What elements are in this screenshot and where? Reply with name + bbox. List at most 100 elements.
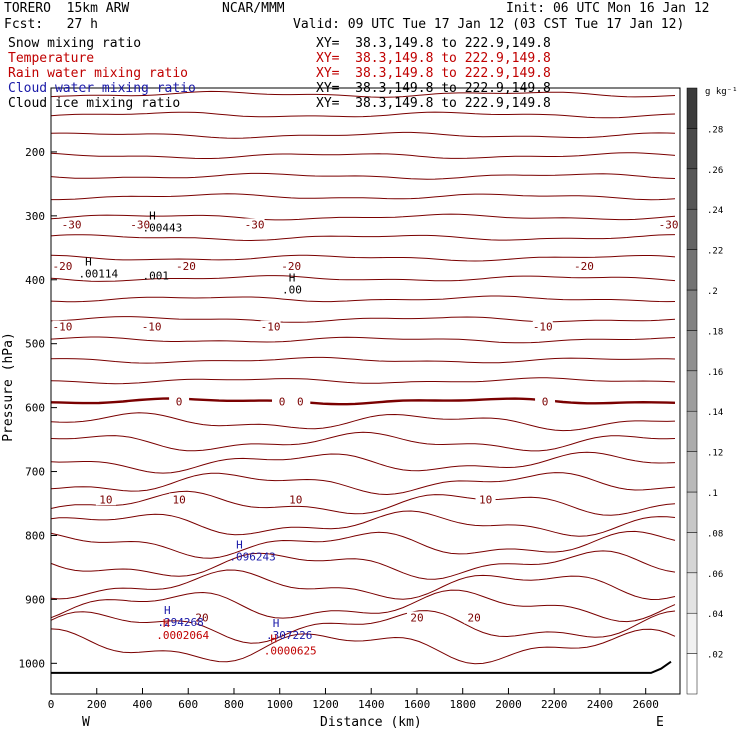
terrain-line bbox=[51, 660, 672, 674]
colorbar-tick-label: .26 bbox=[707, 166, 723, 176]
contour-label: 0 bbox=[297, 396, 304, 409]
field-xy: XY= 38.3,149.8 to 222.9,149.8 bbox=[316, 51, 551, 66]
west-end-label: W bbox=[82, 715, 90, 730]
contour-label: 20 bbox=[468, 612, 481, 625]
colorbar-tick-label: .14 bbox=[707, 408, 723, 418]
extremum-value: .0002064 bbox=[156, 629, 209, 642]
contour-label-background bbox=[406, 611, 427, 624]
colorbar: .02 .04 .06 .08 .1 .12 .14 .16 .18 .2 .22 .24 .26 .28 bbox=[686, 87, 723, 695]
temperature-contour-line bbox=[50, 490, 676, 516]
temperature-contour-line bbox=[50, 275, 676, 282]
colorbar-tick-label: .28 bbox=[707, 125, 723, 135]
field-name: Cloud water mixing ratio bbox=[8, 81, 196, 96]
y-tick-label: 200 bbox=[25, 146, 45, 159]
contour-label-background bbox=[532, 320, 553, 333]
contour-label: -30 bbox=[245, 218, 265, 231]
colorbar-segment bbox=[686, 532, 698, 574]
extremum-marker: H bbox=[164, 604, 171, 617]
field-name: Snow mixing ratio bbox=[8, 36, 142, 51]
y-tick-label: 400 bbox=[25, 274, 45, 287]
temperature-contour-line bbox=[50, 336, 676, 344]
contour-label: -10 bbox=[52, 321, 72, 334]
colorbar-tick-label: .1 bbox=[707, 489, 718, 499]
contour-label-background bbox=[260, 320, 281, 333]
contour-label-background bbox=[573, 259, 594, 272]
colorbar-segment bbox=[686, 249, 698, 291]
temperature-contour-line bbox=[50, 316, 676, 323]
y-tick-label: 800 bbox=[25, 529, 45, 542]
contour-label: 10 bbox=[99, 493, 112, 506]
extremum-value: .00 bbox=[282, 283, 302, 296]
extremum-marker: H bbox=[236, 539, 243, 552]
temperature-contour-line bbox=[50, 254, 676, 262]
field-xy: XY= 38.3,149.8 to 222.9,149.8 bbox=[316, 81, 551, 96]
colorbar-tick-label: .18 bbox=[707, 327, 723, 337]
x-tick-label: 1200 bbox=[312, 698, 339, 711]
contour-label-background bbox=[535, 395, 556, 408]
x-tick-label: 2000 bbox=[495, 698, 522, 711]
contour-label-background bbox=[52, 320, 73, 333]
contour-label-background bbox=[272, 395, 293, 408]
temperature-contour-line bbox=[50, 530, 676, 559]
y-tick-label: 1000 bbox=[19, 657, 46, 670]
contour-label: 10 bbox=[172, 493, 185, 506]
temperature-contour-line bbox=[50, 213, 676, 221]
extremum-value: .00114 bbox=[78, 267, 118, 280]
contour-label: -10 bbox=[261, 321, 281, 334]
y-tick-label: 700 bbox=[25, 466, 45, 479]
y-tick-label: 600 bbox=[25, 402, 45, 415]
contour-label: 20 bbox=[410, 612, 423, 625]
temperature-contour-line bbox=[50, 152, 676, 159]
contour-label-background bbox=[130, 218, 151, 231]
temperature-contour-line bbox=[50, 569, 676, 601]
temperature-contour-line bbox=[50, 431, 676, 452]
contour-label-background bbox=[290, 395, 311, 408]
colorbar-segment bbox=[686, 208, 698, 250]
x-tick-label: 2600 bbox=[632, 698, 659, 711]
temperature-contour-line bbox=[50, 397, 676, 406]
contour-label: -30 bbox=[130, 218, 150, 231]
temperature-contour-line bbox=[50, 610, 676, 644]
colorbar-tick-label: .08 bbox=[707, 529, 723, 539]
extremum-marker: H bbox=[289, 271, 296, 284]
colorbar-segment bbox=[686, 410, 698, 452]
forecast-hour: Fcst: 27 h bbox=[4, 17, 98, 32]
temperature-contour-line bbox=[50, 377, 676, 385]
contour-label: -30 bbox=[62, 218, 82, 231]
center-title: NCAR/MMM bbox=[222, 1, 285, 16]
x-tick-label: 1000 bbox=[266, 698, 293, 711]
contour-label-layer: -30 -30 -30 -30-20 -20 -20 -20-10 -10 -10 -100 0 0 0… bbox=[52, 209, 679, 658]
temperature-contour-line bbox=[50, 111, 676, 119]
temperature-contour-line bbox=[50, 131, 676, 139]
contour-label: -20 bbox=[176, 260, 196, 273]
contour-label-background bbox=[244, 218, 265, 231]
extremum-marker: H bbox=[163, 617, 170, 630]
colorbar-segment bbox=[686, 289, 698, 331]
contour-label: -30 bbox=[659, 218, 679, 231]
contour-label-background bbox=[169, 493, 190, 506]
temperature-contour-line bbox=[50, 295, 676, 303]
colorbar-tick-label: .16 bbox=[707, 368, 723, 378]
init-time: Init: 06 UTC Mon 16 Jan 12 bbox=[506, 1, 710, 16]
x-tick-label: 1400 bbox=[358, 698, 385, 711]
contour-label-background bbox=[95, 493, 116, 506]
contour-label-background bbox=[464, 611, 485, 624]
contour-label-background bbox=[175, 259, 196, 272]
x-tick-label: 800 bbox=[224, 698, 244, 711]
extremum-value: .096243 bbox=[229, 551, 275, 564]
extremum-marker: H bbox=[270, 633, 277, 646]
field-xy: XY= 38.3,149.8 to 222.9,149.8 bbox=[316, 96, 551, 111]
colorbar-segment bbox=[686, 653, 698, 695]
y-axis-label: Pressure (hPa) bbox=[0, 332, 16, 442]
extremum-marker: H bbox=[149, 209, 156, 222]
x-tick-label: 1800 bbox=[449, 698, 476, 711]
field-name: Cloud ice mixing ratio bbox=[8, 96, 181, 111]
colorbar-tick-label: .24 bbox=[707, 206, 723, 216]
colorbar-unit: g kg⁻¹ bbox=[705, 87, 738, 97]
contour-label-background bbox=[52, 259, 73, 272]
x-tick-label: 2400 bbox=[587, 698, 614, 711]
extremum-value: .0000625 bbox=[264, 645, 317, 658]
contour-label: -20 bbox=[574, 260, 594, 273]
contour-label-background bbox=[169, 395, 190, 408]
